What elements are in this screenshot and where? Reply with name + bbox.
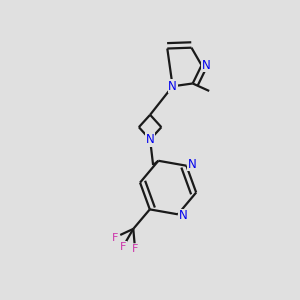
Text: N: N: [202, 59, 211, 72]
Text: N: N: [168, 80, 177, 93]
Text: N: N: [179, 209, 188, 222]
Text: F: F: [112, 232, 118, 242]
Text: F: F: [132, 244, 138, 254]
Text: F: F: [120, 242, 126, 251]
Text: N: N: [146, 133, 154, 146]
Text: N: N: [188, 158, 196, 171]
